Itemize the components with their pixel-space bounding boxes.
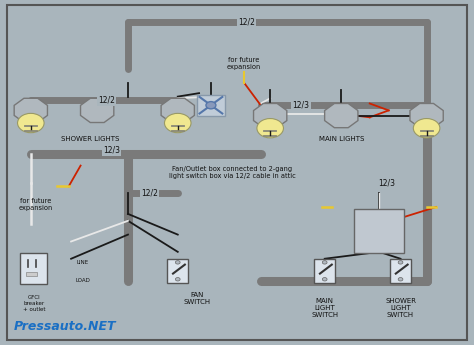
Polygon shape bbox=[325, 104, 358, 128]
Text: LOAD: LOAD bbox=[75, 278, 91, 283]
Circle shape bbox=[413, 119, 440, 138]
Text: MAIN
LIGHT
SWITCH: MAIN LIGHT SWITCH bbox=[311, 298, 338, 318]
FancyBboxPatch shape bbox=[390, 259, 411, 283]
FancyBboxPatch shape bbox=[197, 95, 225, 116]
Circle shape bbox=[175, 261, 180, 264]
Circle shape bbox=[398, 277, 403, 281]
Circle shape bbox=[257, 119, 283, 138]
Text: MAIN LIGHTS: MAIN LIGHTS bbox=[319, 136, 364, 142]
FancyBboxPatch shape bbox=[20, 253, 47, 284]
Text: 12/2: 12/2 bbox=[98, 96, 115, 105]
Circle shape bbox=[18, 114, 44, 133]
Text: FAN
SWITCH: FAN SWITCH bbox=[183, 292, 210, 305]
Text: 12/2: 12/2 bbox=[141, 189, 158, 198]
Text: SHOWER
LIGHT
SWITCH: SHOWER LIGHT SWITCH bbox=[385, 298, 416, 318]
FancyBboxPatch shape bbox=[314, 259, 335, 283]
Text: SHOWER LIGHTS: SHOWER LIGHTS bbox=[61, 136, 119, 142]
Text: 12/2: 12/2 bbox=[238, 18, 255, 27]
Circle shape bbox=[164, 114, 191, 133]
Text: Pressauto.NET: Pressauto.NET bbox=[14, 320, 117, 333]
Text: 12/3: 12/3 bbox=[103, 146, 120, 155]
Circle shape bbox=[322, 261, 327, 264]
Text: LINE: LINE bbox=[77, 260, 89, 265]
Circle shape bbox=[398, 261, 403, 264]
Circle shape bbox=[206, 102, 216, 109]
FancyBboxPatch shape bbox=[354, 209, 404, 253]
Circle shape bbox=[322, 277, 327, 281]
Polygon shape bbox=[254, 104, 287, 128]
FancyBboxPatch shape bbox=[26, 272, 37, 276]
FancyBboxPatch shape bbox=[167, 259, 188, 283]
Text: 12/3: 12/3 bbox=[378, 178, 395, 187]
Polygon shape bbox=[81, 98, 114, 122]
Circle shape bbox=[175, 277, 180, 281]
Polygon shape bbox=[14, 98, 47, 122]
Text: GFCI
breaker
+ outlet: GFCI breaker + outlet bbox=[23, 295, 46, 312]
Polygon shape bbox=[161, 98, 194, 122]
Text: for future
expansion: for future expansion bbox=[227, 57, 261, 70]
Text: 12/3: 12/3 bbox=[292, 101, 310, 110]
Text: Fan/Outlet box connected to 2-gang
light switch box via 12/2 cable in attic: Fan/Outlet box connected to 2-gang light… bbox=[169, 166, 296, 179]
Polygon shape bbox=[410, 104, 443, 128]
Text: for future
expansion: for future expansion bbox=[18, 198, 53, 211]
